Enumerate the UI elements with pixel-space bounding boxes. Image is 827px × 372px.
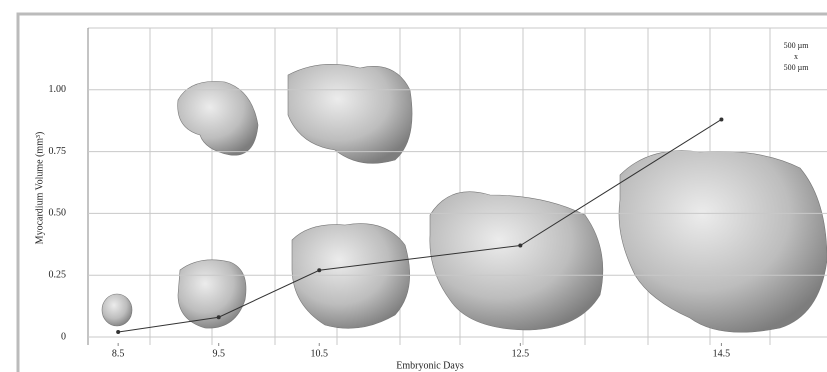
data-point	[719, 117, 723, 121]
data-point	[217, 315, 221, 319]
scale-note: 500 µm	[784, 63, 810, 72]
x-tick-label: 10.5	[311, 348, 329, 359]
data-point	[116, 330, 120, 334]
y-tick-label: 0.75	[49, 146, 67, 157]
y-tick-label: 0.50	[49, 208, 67, 219]
y-tick-label: 0	[61, 331, 66, 342]
y-tick-label: 1.00	[49, 84, 67, 95]
scale-note: x	[794, 52, 798, 61]
data-point	[518, 244, 522, 248]
scale-note: 500 µm	[784, 41, 810, 50]
x-tick-label: 8.5	[112, 348, 125, 359]
y-tick-label: 0.25	[49, 269, 67, 280]
x-tick-label: 9.5	[212, 348, 225, 359]
x-tick-label: 14.5	[713, 348, 731, 359]
x-axis-label: Embryonic Days	[396, 360, 464, 371]
data-point	[317, 268, 321, 272]
x-tick-label: 12.5	[512, 348, 530, 359]
y-axis-label: Myocardium Volume (mm³)	[34, 132, 45, 245]
chart: Myocardium Volume (mm³) Embryonic Days 0…	[0, 0, 827, 372]
